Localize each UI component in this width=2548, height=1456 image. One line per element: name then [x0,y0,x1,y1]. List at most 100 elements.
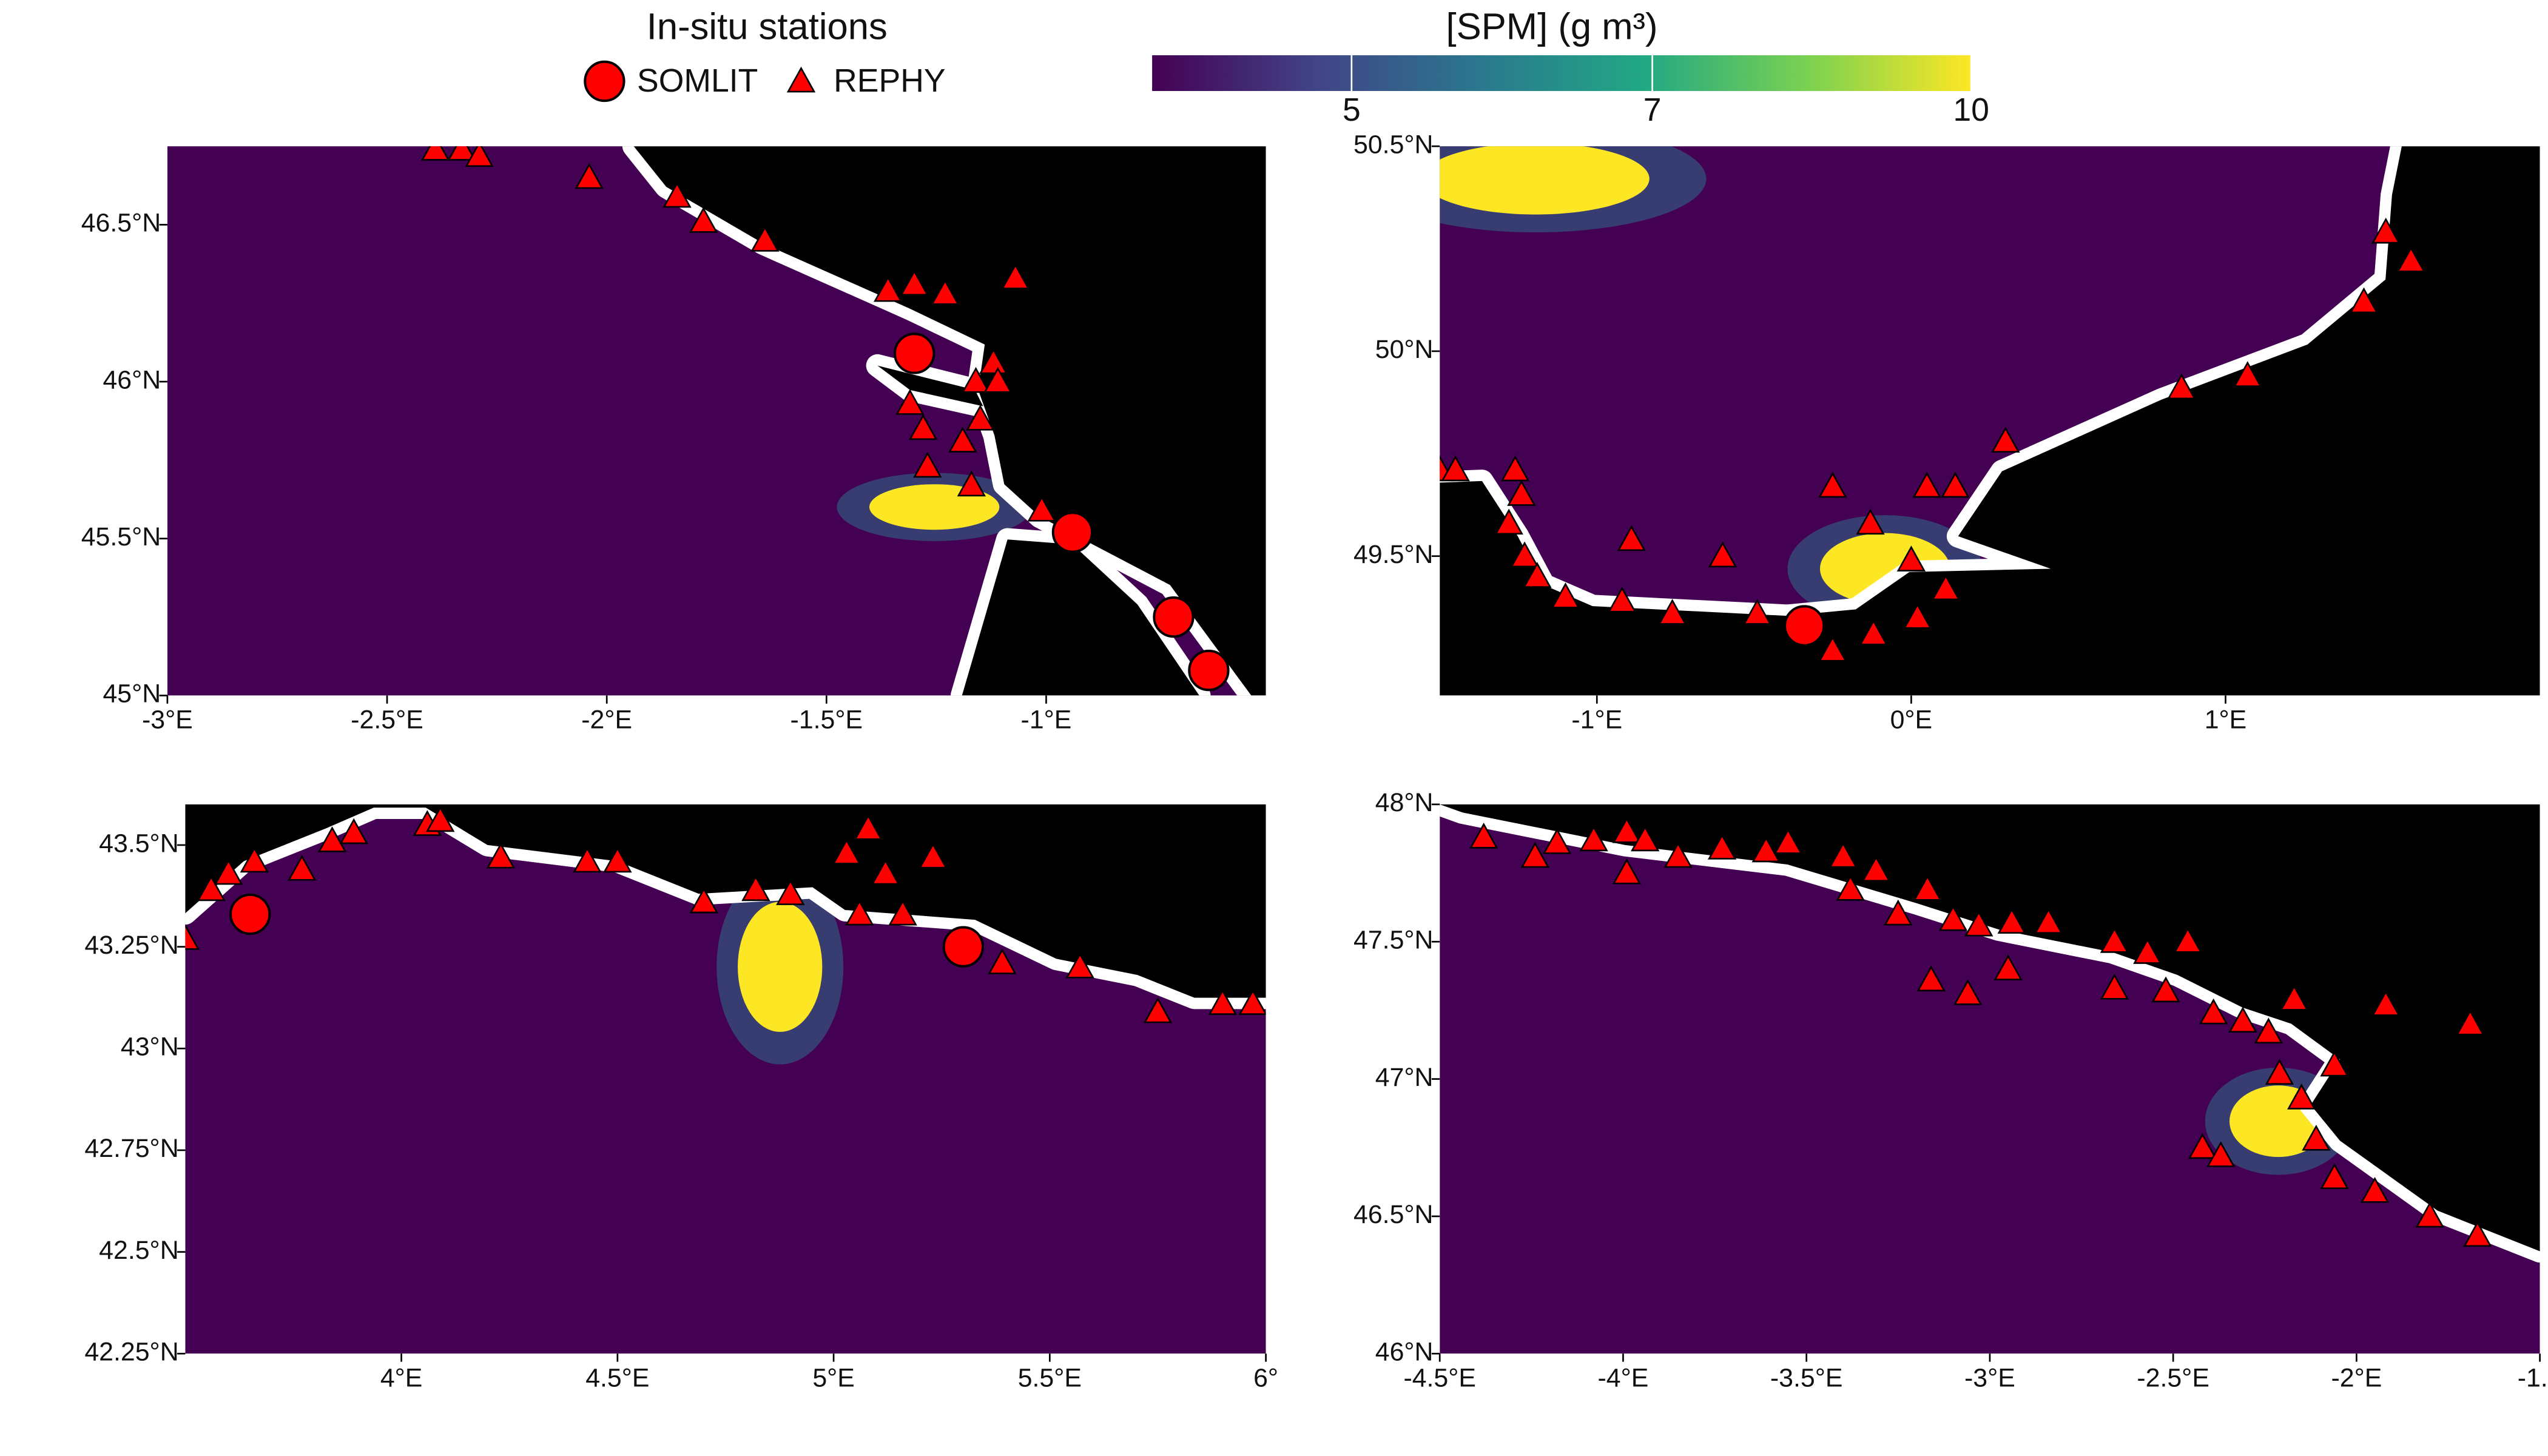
x-tick-label: -2°E [2331,1363,2382,1392]
station-rephy [1836,875,1865,901]
x-tick-label: 0°E [1890,706,1933,735]
station-rephy [1507,480,1536,506]
x-tick-label: 1°E [2205,706,2247,735]
station-rephy [1861,855,1891,882]
station-rephy [2034,908,2063,934]
station-rephy [2415,1201,2444,1228]
station-rephy [2100,974,2129,1000]
station-rephy [2167,373,2196,400]
y-tick-label: 43°N [121,1033,179,1062]
x-tick-label: 5°E [812,1363,855,1392]
station-rephy [2254,1017,2283,1044]
station-rephy [2133,938,2162,964]
x-tick-label: -2.5°E [351,706,423,735]
station-rephy [2199,998,2228,1025]
station-rephy [1818,635,1847,662]
x-tick-label: 4.5°E [585,1363,649,1392]
station-rephy [1208,989,1238,1015]
station-rephy [988,948,1017,974]
station-rephy [1143,997,1173,1023]
x-tick-label: -3°E [1964,1363,2015,1392]
station-rephy [845,899,874,926]
station-rephy [871,858,900,885]
land [877,365,983,406]
station-rephy [2151,976,2180,1003]
station-rephy [1997,908,2026,934]
map-panel [1440,804,2540,1354]
legend-label: SOMLIT [637,63,758,99]
station-rephy [1494,508,1523,535]
station-somlit [1188,649,1230,692]
station-rephy [2463,1221,2492,1247]
station-rephy [197,875,226,902]
colorbar [1152,55,1972,91]
station-rephy [185,924,200,950]
x-tick-label: -1°E [1021,706,1072,735]
station-rephy [874,275,903,302]
station-somlit [1784,605,1825,647]
x-tick-label: 4°E [380,1363,423,1392]
station-rephy [2302,1124,2331,1151]
station-rephy [1953,979,1983,1005]
station-rephy [2320,1163,2349,1190]
station-rephy [1818,471,1847,498]
legend-title: In-situ stations [647,5,888,47]
station-rephy [1500,455,1530,482]
station-somlit [1051,511,1094,553]
station-rephy [1612,858,1642,885]
x-tick-label: -1.5 [2518,1363,2548,1392]
station-rephy [1828,841,1858,868]
station-rephy [1542,828,1572,854]
station-rephy [421,146,450,161]
y-tick-label: 46°N [103,365,161,394]
station-rephy [966,404,995,431]
station-rephy [2188,1133,2217,1159]
station-rephy [888,899,917,926]
station-rephy [2233,361,2262,387]
x-tick-label: 5.5°E [1018,1363,1082,1392]
station-somlit [584,60,625,103]
station-rephy [1657,599,1687,625]
y-tick-label: 50°N [1375,335,1434,364]
station-rephy [931,279,960,305]
station-rephy [1938,905,1968,931]
station-rephy [1608,586,1637,613]
station-rephy [1991,426,2020,453]
map-panel [1440,146,2540,696]
y-tick-label: 46.5°N [81,209,161,238]
station-rephy [1751,836,1781,863]
x-tick-label: -1°E [1571,706,1622,735]
station-rephy [1884,899,1913,926]
land [1440,146,2540,696]
station-rephy [1631,825,1660,852]
station-rephy [908,414,938,440]
station-rephy [1931,574,1961,601]
station-rephy [689,887,719,914]
station-rephy [2320,1050,2349,1077]
x-tick-label: -4°E [1598,1363,1649,1392]
station-rephy [575,163,604,189]
station-rephy [961,366,991,393]
colorbar-tick-label: 10 [1953,92,1989,128]
station-rephy [1913,875,1942,901]
colorbar-tick-label: 7 [1643,92,1662,128]
station-rephy [2456,1009,2485,1036]
station-rephy [2228,1006,2257,1033]
station-rephy [1001,263,1030,289]
station-rephy [1579,825,1608,852]
station-rephy [918,842,948,869]
station-rephy [895,389,925,415]
y-tick-label: 43.5°N [99,829,178,858]
y-tick-label: 45°N [103,679,161,709]
x-tick-label: -2°E [581,706,632,735]
station-rephy [2265,1059,2294,1085]
station-rephy [832,838,861,864]
station-rephy [1523,562,1552,588]
station-rephy [1065,952,1094,979]
station-rephy [689,207,718,233]
station-rephy [2360,1176,2390,1203]
station-rephy [854,814,883,840]
station-rephy [1551,582,1580,608]
map-panel [185,804,1266,1354]
land [962,539,1199,696]
